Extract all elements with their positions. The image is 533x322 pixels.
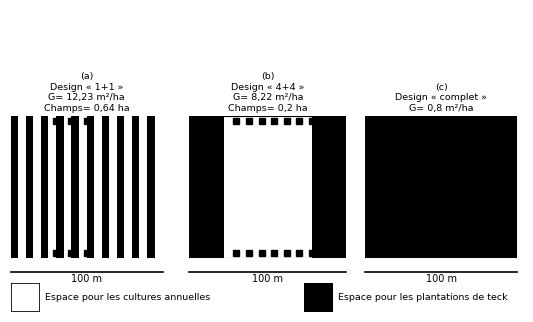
Bar [11,116,18,258]
Bar [71,116,79,258]
Text: Espace pour les cultures annuelles: Espace pour les cultures annuelles [45,293,211,302]
Bar [86,116,94,258]
Text: 100 m: 100 m [71,274,102,284]
Text: (b)
Design « 4+4 »
G= 8,22 m²/ha
Champs= 0,2 ha: (b) Design « 4+4 » G= 8,22 m²/ha Champs=… [228,72,308,113]
Text: (c)
Design « complet »
G= 0,8 m²/ha: (c) Design « complet » G= 0,8 m²/ha [395,83,487,113]
Bar [102,116,109,258]
Bar [312,116,346,258]
Bar [41,116,49,258]
Bar [56,116,63,258]
Bar [189,116,224,258]
Text: 100 m: 100 m [252,274,284,284]
Bar [26,116,33,258]
Text: 100 m: 100 m [425,274,457,284]
Bar [147,116,155,258]
Bar [117,116,124,258]
Text: Espace pour les plantations de teck: Espace pour les plantations de teck [338,293,508,302]
Text: (a)
Design « 1+1 »
G= 12,23 m²/ha
Champs= 0,64 ha: (a) Design « 1+1 » G= 12,23 m²/ha Champs… [44,72,130,113]
Bar [132,116,140,258]
